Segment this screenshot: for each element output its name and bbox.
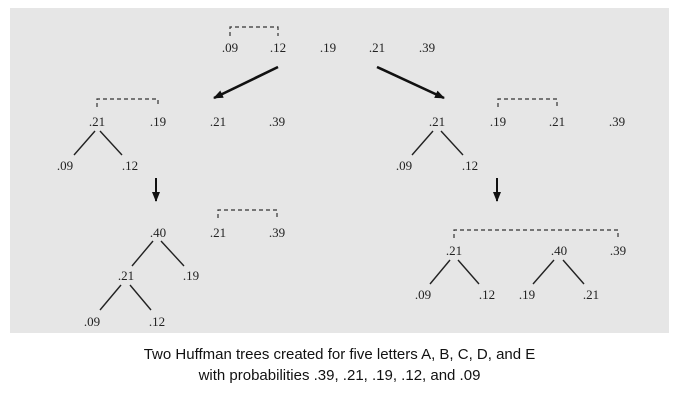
node-r3-leaf-19: .19 xyxy=(519,287,535,302)
node-r3-left-21: .21 xyxy=(446,243,462,258)
node-r2-21b: .21 xyxy=(549,114,565,129)
edge xyxy=(440,130,464,156)
node-r2-21a: .21 xyxy=(429,114,445,129)
edge xyxy=(429,259,451,285)
node-r3-right-39: .39 xyxy=(610,243,626,258)
merge-bracket-right-2 xyxy=(497,98,558,107)
node-l3-root-40: .40 xyxy=(150,225,166,240)
arrow-to-left-tree xyxy=(213,65,279,100)
edge xyxy=(411,130,434,156)
edge xyxy=(131,240,154,267)
edge xyxy=(160,240,185,267)
edge xyxy=(562,259,585,285)
node-l2-19: .19 xyxy=(150,114,166,129)
node-r3-mid-40: .40 xyxy=(551,243,567,258)
node-top-19: .19 xyxy=(320,40,336,55)
node-top-21: .21 xyxy=(369,40,385,55)
node-l3-pair-21: .21 xyxy=(210,225,226,240)
merge-bracket-left-2 xyxy=(96,98,159,107)
node-l3-leaf-09: .09 xyxy=(84,314,100,329)
node-r2-39: .39 xyxy=(609,114,625,129)
edge xyxy=(99,284,122,311)
node-top-12: .12 xyxy=(270,40,286,55)
node-top-39: .39 xyxy=(419,40,435,55)
node-l2-leaf-09: .09 xyxy=(57,158,73,173)
arrow-to-right-tree xyxy=(376,65,445,100)
node-l3-leaf-19: .19 xyxy=(183,268,199,283)
node-top-09: .09 xyxy=(222,40,238,55)
node-r3-leaf-12: .12 xyxy=(479,287,495,302)
node-l3-leaf-12: .12 xyxy=(149,314,165,329)
caption-line-1: Two Huffman trees created for five lette… xyxy=(143,346,536,363)
caption-line-2: with probabilities .39, .21, .19, .12, a… xyxy=(198,367,481,384)
edge xyxy=(73,130,96,156)
node-l2-leaf-12: .12 xyxy=(122,158,138,173)
merge-bracket-top xyxy=(229,26,279,36)
node-l3-pair-39: .39 xyxy=(269,225,285,240)
merge-bracket-right-3 xyxy=(453,229,619,238)
figure-caption: Two Huffman trees created for five lette… xyxy=(0,344,679,386)
diagram-panel xyxy=(10,8,669,333)
node-r3-leaf-21: .21 xyxy=(583,287,599,302)
node-r2-19: .19 xyxy=(490,114,506,129)
merge-bracket-left-3 xyxy=(217,209,278,218)
edge xyxy=(457,259,480,285)
node-r2-leaf-09: .09 xyxy=(396,158,412,173)
node-r3-leaf-09: .09 xyxy=(415,287,431,302)
node-l3-mid-21: .21 xyxy=(118,268,134,283)
edge xyxy=(532,259,555,285)
edge xyxy=(129,284,152,311)
node-r2-leaf-12: .12 xyxy=(462,158,478,173)
node-l2-21a: .21 xyxy=(89,114,105,129)
node-l2-21b: .21 xyxy=(210,114,226,129)
node-l2-39: .39 xyxy=(269,114,285,129)
edge xyxy=(99,130,123,156)
